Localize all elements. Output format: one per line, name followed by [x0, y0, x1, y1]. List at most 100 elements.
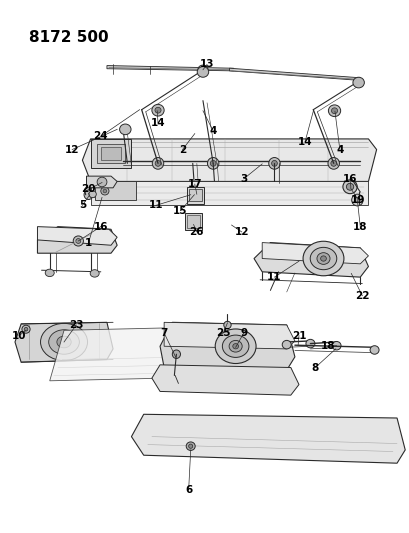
Polygon shape — [15, 322, 113, 362]
Text: 21: 21 — [291, 330, 306, 341]
Ellipse shape — [271, 160, 276, 166]
Text: 14: 14 — [151, 118, 165, 128]
Ellipse shape — [57, 336, 71, 348]
Polygon shape — [131, 414, 404, 463]
Ellipse shape — [207, 158, 218, 169]
Text: 17: 17 — [187, 179, 202, 189]
Ellipse shape — [210, 160, 216, 166]
Ellipse shape — [101, 187, 109, 195]
Ellipse shape — [188, 444, 192, 448]
Ellipse shape — [155, 160, 160, 166]
Text: 8172 500: 8172 500 — [29, 30, 109, 45]
Polygon shape — [82, 139, 376, 181]
Text: 13: 13 — [199, 60, 214, 69]
Text: 5: 5 — [79, 200, 86, 211]
Bar — [94, 181, 135, 200]
Text: 15: 15 — [173, 206, 187, 216]
Text: 12: 12 — [234, 227, 248, 237]
Bar — [97, 144, 125, 163]
Text: 4: 4 — [209, 126, 216, 136]
Ellipse shape — [172, 350, 180, 359]
Ellipse shape — [152, 158, 163, 169]
Text: 11: 11 — [267, 272, 281, 282]
Text: 16: 16 — [93, 222, 108, 232]
Text: 7: 7 — [160, 328, 167, 338]
Ellipse shape — [45, 269, 54, 277]
Polygon shape — [86, 176, 117, 188]
Text: 18: 18 — [319, 341, 334, 351]
Bar — [185, 213, 201, 230]
Ellipse shape — [342, 180, 356, 193]
Ellipse shape — [351, 194, 362, 206]
Text: 16: 16 — [342, 174, 356, 184]
Ellipse shape — [223, 321, 231, 329]
Ellipse shape — [186, 442, 195, 450]
Polygon shape — [37, 227, 117, 253]
Ellipse shape — [200, 67, 205, 72]
Polygon shape — [90, 181, 368, 205]
Bar — [187, 215, 200, 228]
Ellipse shape — [346, 183, 353, 190]
Ellipse shape — [310, 247, 336, 270]
Text: 1: 1 — [85, 238, 92, 247]
Ellipse shape — [89, 191, 96, 198]
Polygon shape — [164, 322, 294, 349]
Ellipse shape — [316, 253, 329, 264]
Polygon shape — [160, 322, 294, 370]
Ellipse shape — [302, 241, 343, 276]
Ellipse shape — [327, 158, 339, 169]
Text: 8: 8 — [311, 362, 318, 373]
Polygon shape — [151, 365, 298, 395]
Ellipse shape — [76, 239, 81, 244]
Text: 20: 20 — [81, 184, 96, 195]
Text: 18: 18 — [352, 222, 366, 232]
Ellipse shape — [232, 344, 238, 349]
Bar — [186, 187, 203, 204]
Ellipse shape — [305, 340, 314, 348]
Polygon shape — [229, 68, 360, 80]
Text: 23: 23 — [69, 320, 83, 330]
Ellipse shape — [222, 335, 248, 358]
Ellipse shape — [215, 329, 256, 364]
Text: 10: 10 — [12, 330, 26, 341]
Ellipse shape — [155, 107, 161, 113]
Text: 3: 3 — [240, 174, 247, 184]
Ellipse shape — [197, 67, 208, 77]
Ellipse shape — [328, 105, 340, 117]
Text: 11: 11 — [148, 200, 163, 211]
Ellipse shape — [198, 65, 207, 75]
Ellipse shape — [49, 330, 79, 354]
Ellipse shape — [119, 124, 131, 135]
Ellipse shape — [268, 158, 279, 169]
Ellipse shape — [352, 77, 364, 88]
Text: 4: 4 — [335, 144, 343, 155]
Text: 26: 26 — [189, 227, 204, 237]
Ellipse shape — [330, 160, 336, 166]
Text: 19: 19 — [350, 195, 364, 205]
Polygon shape — [262, 243, 368, 264]
Ellipse shape — [229, 341, 242, 352]
Ellipse shape — [73, 236, 83, 246]
Ellipse shape — [151, 104, 164, 116]
Bar — [90, 139, 131, 168]
Ellipse shape — [103, 189, 106, 193]
Text: 2: 2 — [178, 144, 186, 155]
Text: 6: 6 — [184, 485, 192, 495]
Bar — [188, 189, 201, 201]
Ellipse shape — [320, 256, 326, 261]
Polygon shape — [49, 328, 178, 381]
Polygon shape — [37, 227, 117, 245]
Ellipse shape — [330, 108, 337, 114]
Text: 9: 9 — [240, 328, 247, 338]
Ellipse shape — [90, 270, 99, 277]
Ellipse shape — [97, 177, 107, 187]
Ellipse shape — [40, 324, 87, 361]
Ellipse shape — [369, 346, 378, 354]
Text: 22: 22 — [354, 290, 369, 301]
Text: 24: 24 — [93, 131, 108, 141]
Ellipse shape — [22, 325, 30, 333]
Ellipse shape — [331, 342, 340, 350]
Text: 14: 14 — [297, 136, 312, 147]
Text: 12: 12 — [65, 144, 79, 155]
Polygon shape — [254, 243, 368, 277]
